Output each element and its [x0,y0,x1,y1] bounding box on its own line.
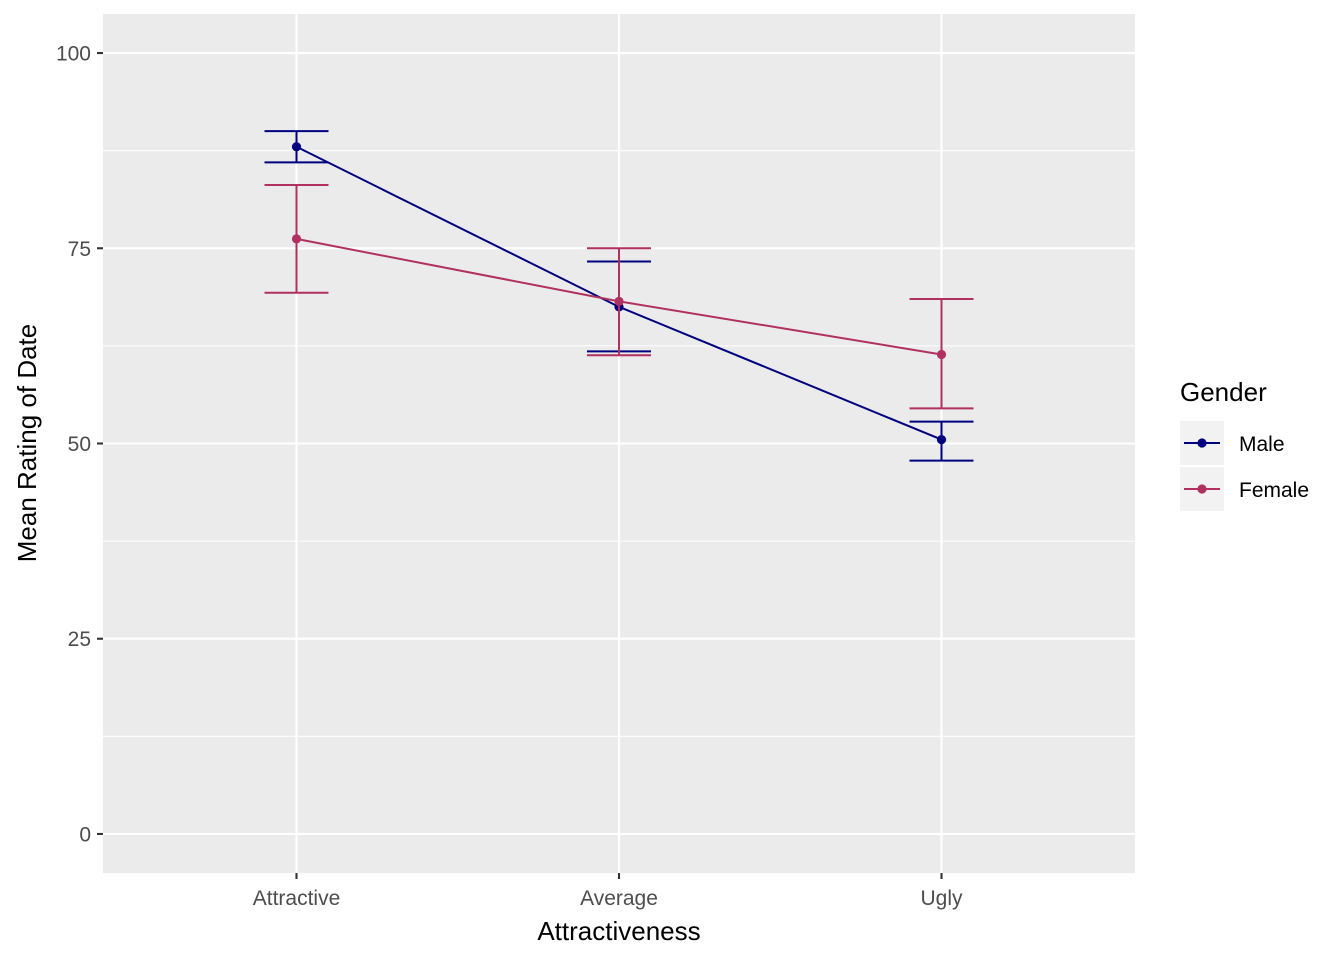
legend-title: Gender [1180,377,1267,407]
y-tick-label: 75 [68,238,91,261]
legend-item-female: Female [1180,467,1309,511]
y-tick-label: 100 [56,43,91,66]
legend-key-point [1197,484,1207,494]
x-axis-title: Attractiveness [537,916,700,946]
legend-item-male: Male [1180,421,1285,465]
x-tick-label: Ugly [920,887,963,910]
legend-label-female: Female [1239,479,1309,502]
data-point-female [936,349,947,360]
y-axis: 0 25 50 75 100 [56,43,103,846]
y-tick-label: 50 [68,433,91,456]
legend-key-point [1197,438,1207,448]
major-gridlines [103,14,1135,873]
series-female [264,184,974,410]
data-point-female [291,234,302,244]
data-point-female [614,296,624,306]
x-axis: Attractive Average Ugly [253,873,963,910]
data-point-male [291,142,302,152]
x-tick-label: Average [580,887,658,910]
legend-keys: Male Female [1180,421,1309,511]
x-tick-label: Attractive [253,887,341,910]
y-tick-label: 25 [68,628,91,651]
legend: Gender Male Female [1180,377,1309,511]
series-layer [264,130,974,462]
legend-label-male: Male [1239,433,1285,456]
data-point-male [936,434,947,445]
y-tick-label: 0 [79,823,91,846]
y-axis-title: Mean Rating of Date [12,324,42,562]
